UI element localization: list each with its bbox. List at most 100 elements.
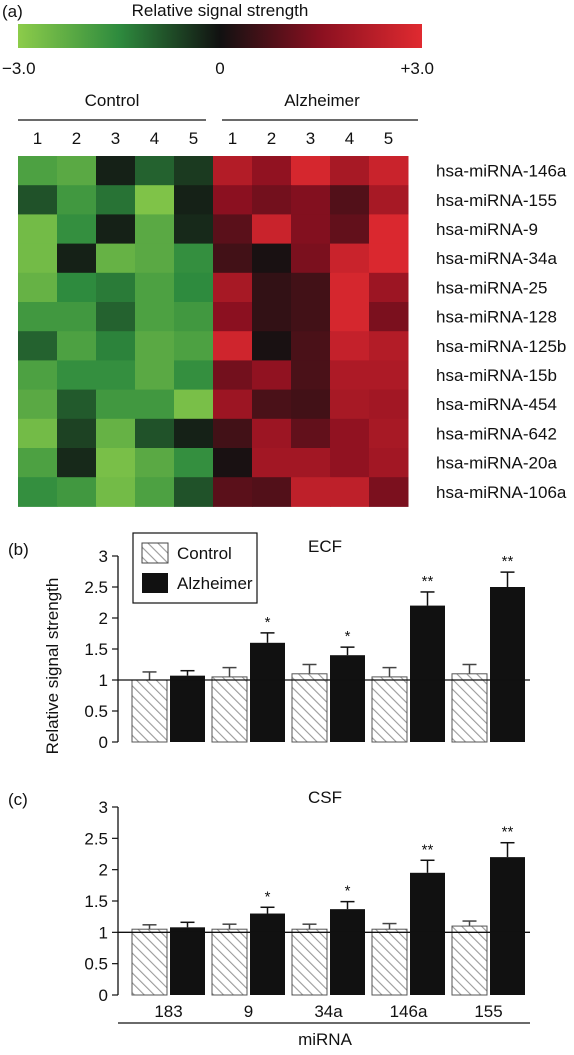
x-axis-label: miRNA xyxy=(298,1030,352,1049)
heatmap-cell-r3-c3 xyxy=(96,214,136,245)
ecf-bar-control-9 xyxy=(211,676,248,743)
heatmap-cell-r2-c9 xyxy=(330,185,370,215)
heatmap-cell-r10-c2 xyxy=(57,418,97,449)
scale-min-label: −3.0 xyxy=(2,59,36,78)
heatmap-cell-r8-c9 xyxy=(330,360,370,391)
heatmap-cell-r12-c9 xyxy=(330,477,370,507)
bar-chart-ecf: 00.511.522.53****** xyxy=(84,547,530,752)
heatmap-cell-r4-c10 xyxy=(369,243,409,274)
heatmap-cell-r2-c8 xyxy=(291,185,331,215)
heatmap-cell-r8-c6 xyxy=(213,360,253,391)
heatmap-cell-r1-c4 xyxy=(135,156,175,186)
panel-b-label: (b) xyxy=(8,540,29,559)
csf-y-tick-label: 3 xyxy=(99,798,108,817)
heatmap-cell-r4-c5 xyxy=(174,243,214,274)
heatmap-cell-r10-c3 xyxy=(96,418,136,449)
ecf-significance-marker: * xyxy=(265,614,271,631)
heatmap-column-label: 5 xyxy=(189,129,198,148)
ecf-bar-control-155 xyxy=(451,673,488,743)
csf-significance-marker: * xyxy=(265,888,271,905)
heatmap-cell-r1-c7 xyxy=(252,156,292,186)
ecf-significance-marker: * xyxy=(345,628,351,645)
heatmap-cell-r9-c3 xyxy=(96,389,136,420)
heatmap-cell-r10-c6 xyxy=(213,418,253,449)
heatmap-cell-r7-c5 xyxy=(174,331,214,361)
csf-bar-alzheimer-34a xyxy=(330,909,365,995)
ecf-bar-alzheimer-155 xyxy=(490,587,525,742)
heatmap-cell-r5-c7 xyxy=(252,272,292,303)
heatmap-cell-r1-c5 xyxy=(174,156,214,186)
heatmap-row-label: hsa-miRNA-34a xyxy=(436,249,557,268)
heatmap-row-label: hsa-miRNA-155 xyxy=(436,191,557,210)
csf-y-tick-label: 0 xyxy=(99,986,108,1005)
heatmap-cell-r11-c4 xyxy=(135,448,175,478)
heatmap-cell-r2-c5 xyxy=(174,185,214,215)
heatmap-column-label: 4 xyxy=(150,129,159,148)
heatmap-cell-r8-c10 xyxy=(369,360,409,391)
heatmap-cell-r7-c3 xyxy=(96,331,136,361)
heatmap-cell-r7-c1 xyxy=(18,331,58,361)
heatmap-cell-r8-c8 xyxy=(291,360,331,391)
x-tick-label: 146a xyxy=(390,1002,428,1021)
ecf-significance-marker: ** xyxy=(422,573,434,590)
heatmap-cell-r11-c2 xyxy=(57,448,97,478)
heatmap-cell-r4-c6 xyxy=(213,243,253,274)
heatmap-cell-r5-c2 xyxy=(57,272,97,303)
heatmap-cell-r1-c3 xyxy=(96,156,136,186)
heatmap-cell-r4-c8 xyxy=(291,243,331,274)
heatmap-cell-r8-c7 xyxy=(252,360,292,391)
heatmap-cell-r1-c2 xyxy=(57,156,97,186)
group-label-control: Control xyxy=(85,91,140,110)
heatmap-cell-r5-c1 xyxy=(18,272,58,303)
heatmap-row-label: hsa-miRNA-15b xyxy=(436,366,557,385)
csf-bar-control-34a xyxy=(291,928,328,996)
scale-max-label: +3.0 xyxy=(400,59,434,78)
ecf-significance-marker: ** xyxy=(502,553,514,570)
heatmap-cell-r2-c6 xyxy=(213,185,253,215)
heatmap-cell-r6-c2 xyxy=(57,302,97,332)
heatmap-cell-r6-c6 xyxy=(213,302,253,332)
csf-bar-alzheimer-146a xyxy=(410,872,445,995)
csf-y-tick-label: 2 xyxy=(99,861,108,880)
ecf-bar-control-146a xyxy=(371,676,408,743)
heatmap-cell-r3-c7 xyxy=(252,214,292,245)
panel-c-title: CSF xyxy=(308,788,342,807)
ecf-bar-alzheimer-146a xyxy=(410,605,445,742)
heatmap-cell-r8-c5 xyxy=(174,360,214,391)
ecf-bar-alzheimer-183 xyxy=(170,675,205,742)
csf-significance-marker: ** xyxy=(422,841,434,858)
csf-bar-alzheimer-155 xyxy=(490,857,525,995)
legend-swatch-control xyxy=(141,542,169,564)
heatmap-cell-r7-c2 xyxy=(57,331,97,361)
heatmap-cell-r12-c3 xyxy=(96,477,136,507)
heatmap-cell-r3-c5 xyxy=(174,214,214,245)
heatmap-cell-r8-c2 xyxy=(57,360,97,391)
heatmap-cell-r6-c3 xyxy=(96,302,136,332)
heatmap-row-label: hsa-miRNA-454 xyxy=(436,395,557,414)
heatmap-cell-r1-c8 xyxy=(291,156,331,186)
csf-bar-control-146a xyxy=(371,928,408,996)
heatmap-column-labels: 1 2 3 4 5 1 2 3 4 5 xyxy=(33,129,393,148)
csf-y-tick-label: 2.5 xyxy=(84,829,108,848)
ecf-bar-alzheimer-9 xyxy=(250,642,285,742)
heatmap-cell-r10-c9 xyxy=(330,418,370,449)
csf-significance-marker: ** xyxy=(502,824,514,841)
ecf-bar-control-34a xyxy=(291,673,328,743)
heatmap-cell-r3-c10 xyxy=(369,214,409,245)
heatmap-cell-r11-c8 xyxy=(291,448,331,478)
csf-bar-control-155 xyxy=(451,925,488,996)
heatmap-cell-r2-c1 xyxy=(18,185,58,215)
legend: Control Alzheimer xyxy=(132,532,258,604)
heatmap-row-label: hsa-miRNA-125b xyxy=(436,337,566,356)
heatmap-row-label: hsa-miRNA-20a xyxy=(436,454,557,473)
heatmap-cell-r4-c9 xyxy=(330,243,370,274)
x-tick-label: 155 xyxy=(474,1002,502,1021)
color-scale-bar xyxy=(18,24,422,48)
ecf-y-tick-label: 1 xyxy=(99,671,108,690)
heatmap-cell-r6-c1 xyxy=(18,302,58,332)
heatmap-column-label: 3 xyxy=(306,129,315,148)
x-tick-label: 183 xyxy=(154,1002,182,1021)
x-tick-label: 9 xyxy=(244,1002,253,1021)
heatmap-cell-r9-c5 xyxy=(174,389,214,420)
